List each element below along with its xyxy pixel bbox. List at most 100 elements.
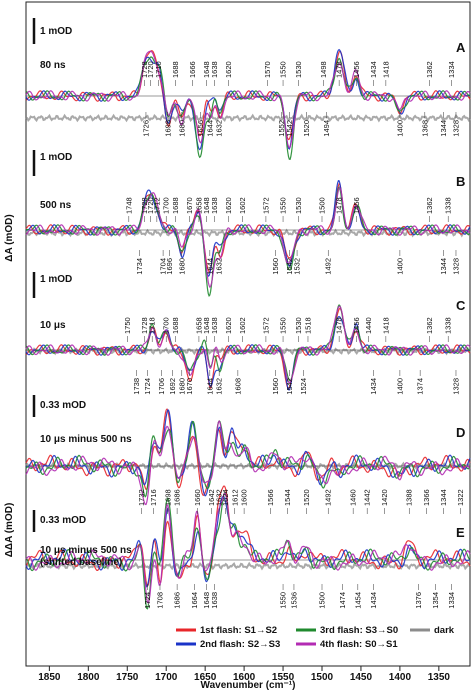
peak-label-up: 1688: [171, 197, 180, 214]
peak-label-up: 1700: [162, 197, 171, 214]
peak-label-up: 1648: [202, 317, 211, 334]
x-tick-label: 1500: [311, 672, 334, 683]
peak-label-up: 1418: [381, 61, 390, 78]
peak-label-down: 1680: [177, 378, 186, 395]
peak-label-down: 1434: [369, 378, 378, 395]
peak-label-down: 1644: [205, 258, 214, 275]
x-tick-label: 1600: [233, 672, 256, 683]
peak-label-up: 1602: [238, 197, 247, 214]
peak-label-up: 1550: [279, 197, 288, 214]
peak-label-down: 1376: [414, 592, 423, 609]
peak-label-up: 1716: [149, 489, 158, 506]
peak-label-down: 1400: [395, 378, 404, 395]
peak-label-up: 1750: [123, 317, 132, 334]
peak-label-down: 1670: [185, 378, 194, 395]
peak-label-down: 1552: [277, 120, 286, 137]
peak-label-up: 1728: [140, 317, 149, 334]
panel-letter: C: [456, 298, 466, 313]
peak-label-down: 1632: [215, 378, 224, 395]
x-axis-title: Wavenumber (cm⁻¹): [201, 680, 296, 691]
peak-label-up: 1612: [230, 489, 239, 506]
series-flash4-line: [25, 305, 471, 384]
peak-label-up: 1658: [194, 317, 203, 334]
peak-label-up: 1338: [444, 197, 453, 214]
peak-label-up: 1418: [381, 317, 390, 334]
x-tick-label: 1350: [428, 672, 451, 683]
peak-label-up: 1720: [146, 61, 155, 78]
peak-label-down: 1560: [271, 378, 280, 395]
peak-label-down: 1724: [143, 592, 152, 609]
peak-label-down: 1706: [157, 378, 166, 395]
delay-time-label: 10 μs: [40, 320, 66, 331]
peak-label-up: 1698: [163, 489, 172, 506]
peak-label-down: 1434: [369, 592, 378, 609]
peak-label-up: 1520: [302, 489, 311, 506]
x-tick-label: 1550: [272, 672, 295, 683]
peak-label-down: 1686: [173, 592, 182, 609]
peak-label-up: 1366: [422, 489, 431, 506]
peak-label-down: 1520: [302, 120, 311, 137]
peak-label-down: 1374: [416, 378, 425, 395]
peak-label-down: 1560: [271, 258, 280, 275]
y-axis-title-top: ΔA (mOD): [4, 214, 15, 261]
legend-label-flash4: 4th flash: S0→S1: [320, 639, 398, 650]
peak-label-up: 1456: [352, 61, 361, 78]
peak-label-up: 1344: [439, 489, 448, 506]
peak-label-down: 1696: [165, 258, 174, 275]
x-tick-label: 1650: [194, 672, 217, 683]
peak-label-up: 1658: [194, 197, 203, 214]
peak-label-up: 1478: [335, 317, 344, 334]
peak-label-down: 1550: [279, 592, 288, 609]
peak-label-down: 1698: [163, 120, 172, 137]
series-flash1-line: [25, 485, 471, 588]
series-flash2-line: [25, 315, 471, 391]
scale-bar-label: 1 mOD: [40, 274, 72, 285]
peak-label-down: 1738: [132, 378, 141, 395]
series-flash3-line: [25, 56, 471, 160]
peak-label-down: 1632: [215, 120, 224, 137]
peak-label-up: 1718: [148, 317, 157, 334]
peak-label-up: 1456: [352, 197, 361, 214]
peak-label-down: 1474: [338, 592, 347, 609]
peak-label-up: 1572: [261, 197, 270, 214]
peak-label-down: 1542: [285, 258, 294, 275]
peak-label-up: 1362: [425, 197, 434, 214]
peak-label-up: 1632: [215, 489, 224, 506]
x-tick-label: 1800: [77, 672, 100, 683]
peak-label-up: 1530: [294, 317, 303, 334]
panel-letter: A: [456, 40, 466, 55]
series-flash3-line: [25, 186, 471, 298]
peak-label-up: 1530: [294, 197, 303, 214]
peak-label-down: 1400: [395, 120, 404, 137]
peak-label-down: 1726: [142, 120, 151, 137]
peak-label-down: 1680: [177, 258, 186, 275]
peak-label-up: 1732: [137, 489, 146, 506]
peak-label-up: 1710: [154, 61, 163, 78]
x-axis-ticks: 1850 1800 1750 1700 1650 1600 1550 1500 1450 1400…: [38, 666, 450, 683]
peak-label-down: 1664: [190, 592, 199, 609]
peak-label-down: 1644: [205, 120, 214, 137]
peak-label-down: 1638: [210, 592, 219, 609]
peak-label-up: 1648: [202, 61, 211, 78]
scale-bar-label: 1 mOD: [40, 26, 72, 37]
peak-label-up: 1620: [224, 197, 233, 214]
peak-label-up: 1660: [193, 489, 202, 506]
peak-label-up: 1434: [369, 61, 378, 78]
peak-label-up: 1492: [324, 489, 333, 506]
peak-label-down: 1708: [156, 592, 165, 609]
scale-bar-label: 0.33 mOD: [40, 400, 86, 411]
peak-label-down: 1532: [293, 258, 302, 275]
series-dark-trace: [25, 113, 471, 123]
peak-label-down: 1328: [452, 120, 461, 137]
peak-label-up: 1728: [140, 61, 149, 78]
peak-label-up: 1478: [335, 197, 344, 214]
peak-label-up: 1420: [380, 489, 389, 506]
peak-label-down: 1328: [452, 378, 461, 395]
peak-label-down: 1542: [285, 120, 294, 137]
peak-label-down: 1734: [135, 258, 144, 275]
peak-label-up: 1748: [124, 197, 133, 214]
plot-frame: [25, 1, 471, 667]
peak-label-down: 1494: [322, 120, 331, 137]
delay-time-label: 10 μs minus 500 ns: [40, 545, 132, 556]
